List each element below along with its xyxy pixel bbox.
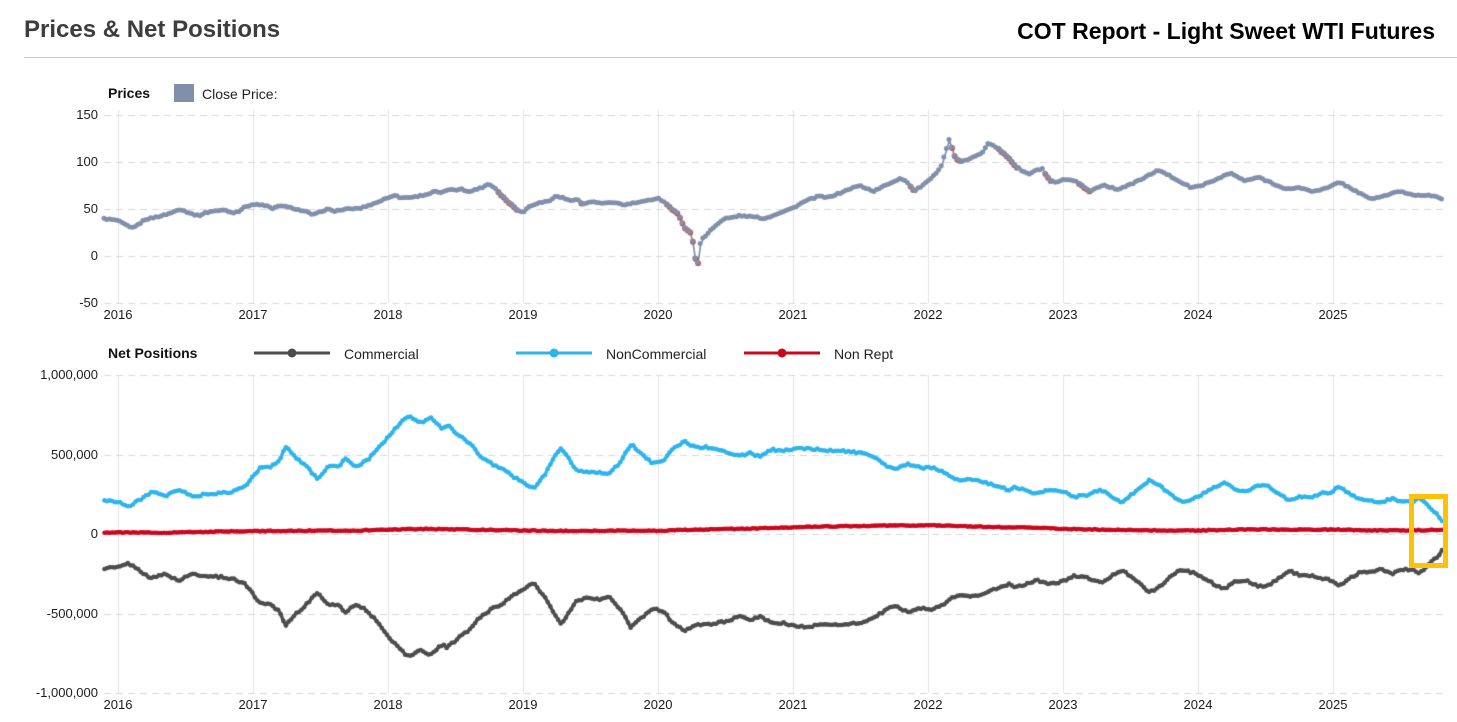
positions-section-label: Net Positions [108, 345, 198, 361]
x-tick-label: 2019 [508, 307, 538, 322]
x-tick-label: 2018 [373, 307, 403, 322]
y-tick-label: 50 [83, 201, 98, 216]
y-tick-label: -50 [79, 295, 98, 310]
x-tick-label: 2025 [1318, 697, 1348, 712]
x-tick-label: 2023 [1048, 697, 1078, 712]
page-title: Prices & Net Positions [24, 16, 281, 43]
legend-label-noncommercial[interactable]: NonCommercial [606, 346, 707, 362]
y-tick-label: 0 [90, 526, 98, 541]
prices-legend-row: Prices Close Price: [0, 84, 1457, 106]
y-tick-label: 500,000 [51, 446, 98, 462]
x-tick-label: 2019 [508, 697, 538, 712]
legend-label-nonrept[interactable]: Non Rept [834, 346, 894, 362]
close-price-legend-label[interactable]: Close Price: [202, 86, 278, 102]
y-tick-label: -500,000 [46, 605, 98, 621]
y-tick-label: -1,000,000 [35, 685, 98, 700]
x-tick-label: 2024 [1183, 307, 1213, 322]
x-tick-label: 2022 [913, 697, 943, 712]
nonrept-legend-line-marker [742, 346, 822, 365]
x-tick-label: 2020 [643, 307, 673, 322]
x-tick-label: 2022 [913, 307, 943, 322]
x-tick-label: 2021 [778, 307, 808, 322]
y-tick-label: 1,000,000 [40, 367, 98, 382]
x-tick-label: 2018 [373, 697, 403, 712]
x-tick-label: 2024 [1183, 697, 1213, 712]
x-tick-label: 2020 [643, 697, 673, 712]
header-divider [24, 57, 1457, 58]
report-title: COT Report - Light Sweet WTI Futures [1017, 18, 1435, 44]
x-tick-label: 2016 [103, 307, 133, 322]
commercial-legend-line-marker [252, 346, 332, 365]
net-positions-chart[interactable] [0, 365, 1457, 700]
x-tick-label: 2017 [238, 307, 268, 322]
prices-section-label: Prices [108, 85, 151, 101]
x-tick-label: 2025 [1318, 307, 1348, 322]
positions-legend-row: Net Positions Commercial NonCommercial N… [0, 344, 1457, 366]
noncommercial-legend-line-marker [514, 346, 594, 365]
x-tick-label: 2016 [103, 697, 133, 712]
y-tick-label: 100 [76, 154, 98, 169]
close-price-swatch[interactable] [174, 84, 194, 102]
y-tick-label: 0 [90, 248, 98, 263]
highlight-annotation-box [1408, 494, 1448, 569]
x-tick-label: 2023 [1048, 307, 1078, 322]
x-tick-label: 2021 [778, 697, 808, 712]
legend-label-commercial[interactable]: Commercial [344, 346, 419, 362]
prices-chart[interactable] [0, 104, 1457, 314]
x-tick-label: 2017 [238, 697, 268, 712]
y-tick-label: 150 [76, 107, 98, 122]
